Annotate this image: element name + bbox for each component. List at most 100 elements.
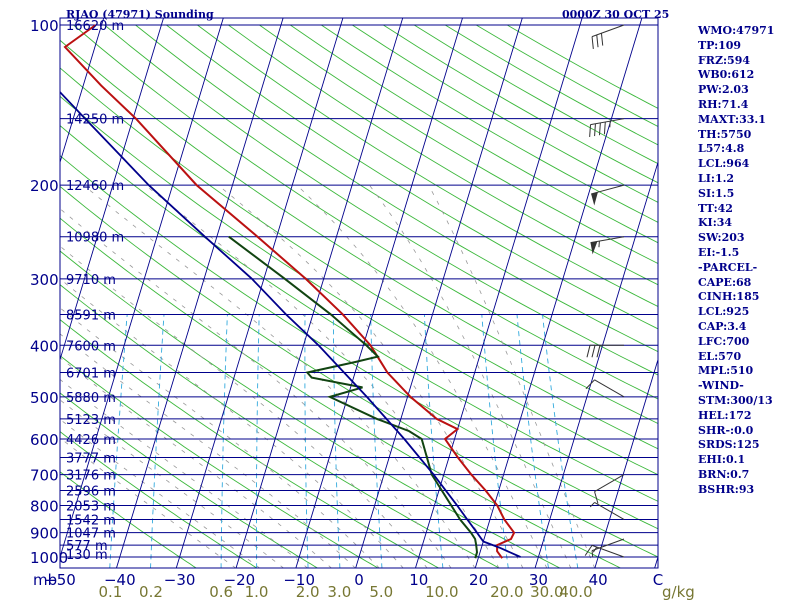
index-item: PW:2.03 <box>698 83 749 97</box>
wind-barb-half-flag <box>591 550 594 557</box>
index-item: BRN:0.7 <box>698 467 750 481</box>
index-item: SHR-:0.0 <box>698 423 754 437</box>
parcel-profile <box>60 90 521 558</box>
moist-adiabat <box>217 184 524 568</box>
isotherm <box>115 18 284 568</box>
pressure-tick-label: 1000 <box>30 549 68 567</box>
mixing-ratio-label: 0.1 <box>98 583 122 600</box>
isotherm <box>534 160 658 568</box>
moist-adiabat <box>60 437 237 568</box>
wind-barb-staff <box>591 184 625 195</box>
index-item: TP:109 <box>698 38 742 52</box>
plot-frame <box>59 17 659 569</box>
isotherm <box>235 18 404 568</box>
dry-adiabat <box>259 24 658 265</box>
dry-adiabat <box>60 39 658 425</box>
index-item: CAP:3.4 <box>698 319 747 333</box>
wind-barb-staff <box>591 538 625 552</box>
temperature-tick-label: −20 <box>224 571 256 589</box>
height-label: 3176 m <box>66 469 116 484</box>
wind-barb-flag <box>585 379 595 390</box>
index-item: TT:42 <box>698 201 733 215</box>
dry-adiabat <box>60 430 258 568</box>
wind-barb-flag <box>591 345 596 358</box>
pressure-tick-label: 600 <box>30 431 59 449</box>
height-label: 4426 m <box>66 433 116 448</box>
height-label: 2596 m <box>66 485 116 500</box>
moist-adiabat <box>145 184 500 568</box>
dry-adiabat <box>135 24 658 353</box>
wind-barb-pennant <box>590 241 598 255</box>
height-label: 6701 m <box>66 367 116 382</box>
isotherm <box>175 18 344 568</box>
isotherm <box>60 18 164 362</box>
isotherm <box>474 18 643 568</box>
mixing-ratio-label: 10.0 <box>425 583 458 600</box>
moist-adiabat <box>60 399 285 568</box>
dry-adiabat <box>60 217 622 568</box>
dry-adiabat <box>60 95 658 476</box>
index-item: LCL:925 <box>698 305 750 319</box>
pressure-tick-label: 300 <box>30 271 59 289</box>
wind-barb <box>584 544 625 558</box>
moist-adiabat <box>60 278 404 568</box>
moist-adiabat <box>428 184 596 568</box>
isotherm <box>594 358 658 568</box>
pressure-axis-label: mb <box>33 571 57 589</box>
height-label: 5880 m <box>66 391 116 406</box>
mixing-ratio-label: 5.0 <box>369 583 393 600</box>
pressure-tick-label: 700 <box>30 467 59 485</box>
isotherm <box>60 18 224 559</box>
index-item: FRZ:594 <box>698 53 751 67</box>
dry-adiabat <box>60 284 501 568</box>
dry-adiabat <box>228 24 658 286</box>
height-label: 130 m <box>66 548 108 563</box>
pressure-tick-label: 800 <box>30 497 59 515</box>
temperature-tick-label: −30 <box>164 571 196 589</box>
moist-adiabat <box>60 418 261 568</box>
mixing-ratio-label: 0.6 <box>209 583 233 600</box>
mixing-ratio-line <box>516 314 549 568</box>
moist-adiabat <box>60 208 452 568</box>
wind-barb-flag <box>600 33 604 46</box>
dry-adiabat <box>60 155 658 530</box>
dry-adiabat <box>60 185 658 558</box>
temperature-tick-label: 0 <box>354 571 364 589</box>
isotherm <box>60 18 105 164</box>
dry-adiabat <box>104 24 658 376</box>
moist-adiabat <box>83 184 476 568</box>
mixing-ratio-label: 0.2 <box>139 583 163 600</box>
date-title: 0000Z 30 OCT 25 <box>562 8 670 21</box>
mixing-ratio-line <box>220 314 228 568</box>
dry-adiabat <box>60 471 197 568</box>
index-item: KI:34 <box>698 216 733 230</box>
wind-barb <box>585 379 625 398</box>
mixing-ratio-label: 3.0 <box>327 583 351 600</box>
temperature-tick-label: 40 <box>589 571 608 589</box>
dry-adiabat <box>73 24 658 400</box>
wind-barb-half-flag <box>589 502 595 508</box>
dry-adiabat <box>197 24 658 308</box>
moist-adiabat <box>60 307 380 568</box>
index-item: -PARCEL- <box>698 260 758 274</box>
height-label: 2053 m <box>66 499 116 514</box>
mixing-ratio-label: 30.0 <box>530 583 563 600</box>
index-item: SRDS:125 <box>698 438 760 452</box>
index-item: BSHR:93 <box>698 482 755 496</box>
wind-barb-flag <box>598 122 601 136</box>
wind-barb-flag <box>584 545 593 556</box>
isotherm <box>414 18 583 568</box>
index-item: MPL:510 <box>698 364 754 378</box>
moist-adiabat <box>369 184 572 568</box>
pressure-tick-label: 400 <box>30 337 59 355</box>
wind-barb-flag <box>603 121 606 135</box>
index-item: CINH:185 <box>698 290 760 304</box>
height-label: 7600 m <box>66 339 116 354</box>
wind-barb <box>591 184 625 206</box>
index-item: EHI:0.1 <box>698 453 746 467</box>
index-item: -WIND- <box>698 379 744 393</box>
height-label: 10980 m <box>66 231 124 246</box>
wind-barb-staff <box>594 379 625 398</box>
mixing-ratio-label: 40.0 <box>559 583 592 600</box>
